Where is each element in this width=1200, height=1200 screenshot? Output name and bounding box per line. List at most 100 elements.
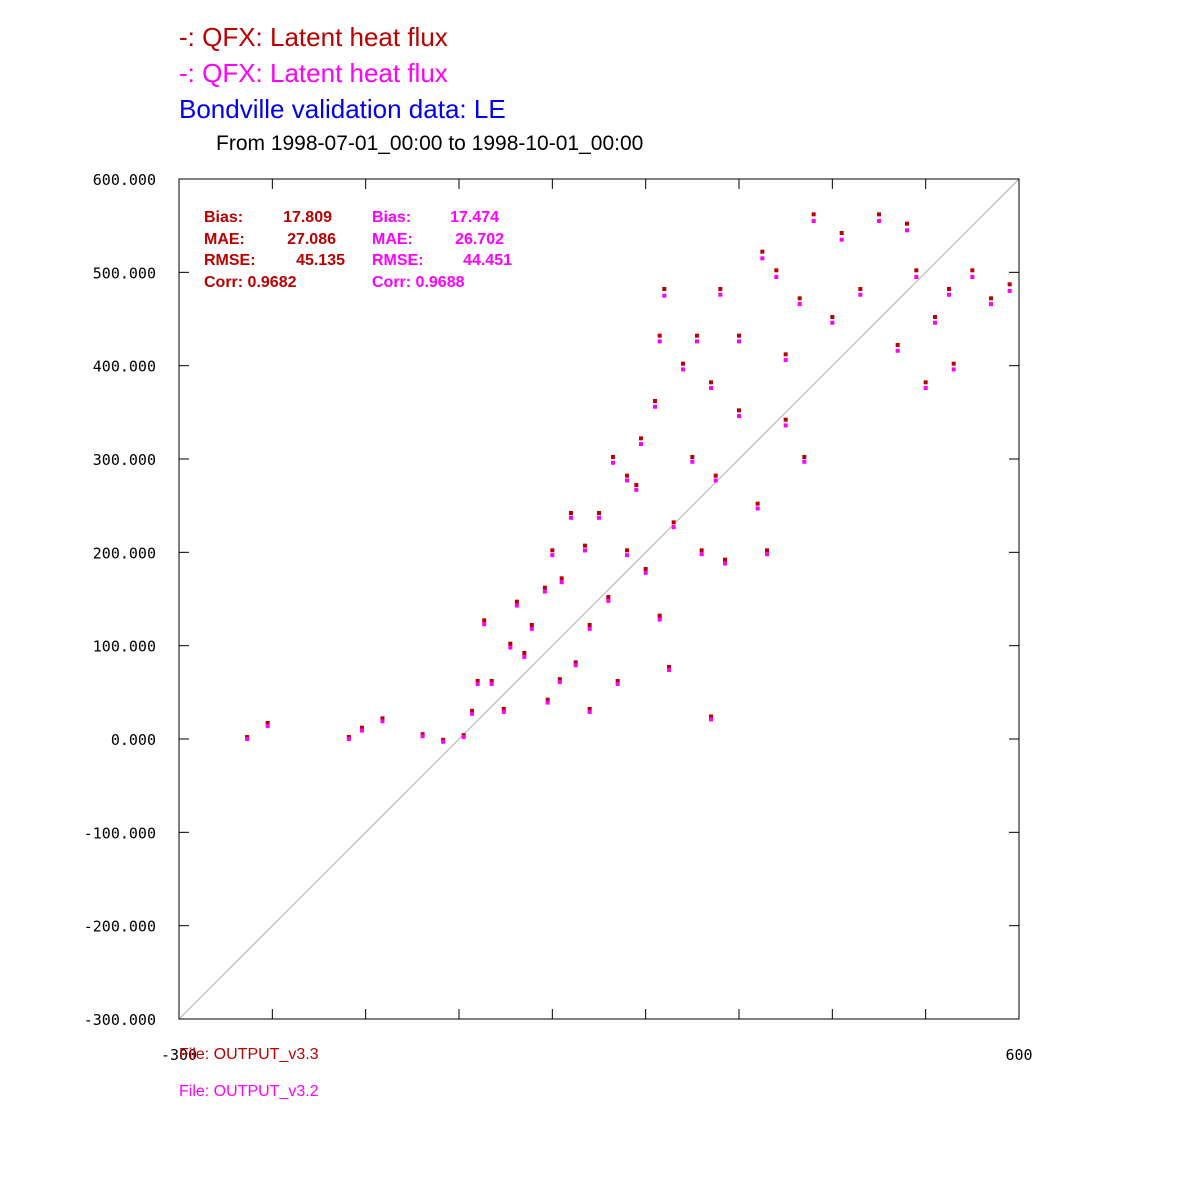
data-point	[713, 478, 718, 483]
y-tick-label: -200.000	[84, 918, 156, 936]
data-point	[475, 679, 480, 683]
file-label-series-1: File: OUTPUT_v3.3	[179, 1046, 319, 1063]
data-point	[839, 237, 844, 242]
data-point	[489, 681, 494, 686]
one-to-one-line	[178, 178, 1020, 1020]
data-point	[695, 339, 699, 344]
data-point	[606, 595, 611, 599]
data-point	[529, 623, 534, 627]
data-point	[811, 212, 816, 217]
series-1-points	[245, 212, 1012, 742]
data-point	[657, 617, 662, 622]
data-point	[657, 339, 662, 344]
title-period: From 1998-07-01_00:00 to 1998-10-01_00:0…	[216, 132, 644, 155]
data-point	[643, 567, 648, 571]
data-point	[737, 333, 741, 338]
data-point	[709, 380, 713, 385]
data-point	[265, 721, 270, 725]
data-point	[667, 667, 671, 672]
data-point	[265, 723, 270, 728]
data-point	[699, 548, 704, 553]
data-point	[713, 473, 718, 478]
data-point	[522, 654, 527, 659]
data-point	[662, 293, 667, 298]
title-series-2: -: QFX: Latent heat flux	[179, 58, 448, 88]
data-point	[774, 275, 779, 279]
data-point	[625, 473, 629, 478]
data-point	[671, 520, 676, 525]
data-point	[597, 511, 601, 515]
data-point	[557, 677, 562, 682]
data-point	[774, 268, 779, 273]
data-point	[923, 380, 928, 385]
data-point	[802, 459, 807, 464]
data-point	[514, 599, 519, 604]
data-point	[709, 386, 713, 391]
data-point	[760, 249, 765, 254]
y-tick-label: 400.000	[93, 358, 156, 376]
stat-bias-label-1: Bias:	[204, 209, 243, 226]
y-tick-label: 300.000	[93, 451, 156, 469]
stat-rmse-label-1: RMSE:	[204, 252, 256, 269]
data-point	[858, 287, 863, 291]
data-point	[615, 681, 620, 686]
data-point	[830, 320, 835, 325]
data-point	[989, 296, 993, 301]
data-point	[905, 221, 909, 226]
stat-rmse-1: 45.135	[296, 252, 345, 269]
data-point	[587, 623, 592, 627]
stats-series-1: Bias: 17.809 MAE: 27.086 RMSE: 45.135 Co…	[204, 209, 345, 291]
data-point	[914, 268, 919, 273]
data-point	[587, 709, 592, 714]
data-point	[1007, 289, 1012, 293]
data-point	[611, 460, 615, 465]
data-point	[681, 367, 685, 372]
title-validation: Bondville validation data: LE	[179, 94, 506, 124]
data-point	[559, 576, 564, 581]
data-point	[681, 361, 685, 366]
data-point	[583, 543, 587, 548]
data-point	[359, 728, 364, 733]
data-point	[933, 315, 937, 319]
data-point	[830, 315, 835, 319]
data-point	[359, 725, 364, 730]
data-point	[557, 680, 562, 685]
data-point	[625, 548, 629, 553]
data-point	[709, 714, 713, 719]
data-point	[653, 404, 657, 409]
x-axis: -300 600	[161, 179, 1033, 1064]
data-point	[639, 436, 643, 441]
data-point	[550, 548, 555, 553]
data-point	[639, 442, 643, 447]
data-point	[951, 367, 956, 372]
data-point	[895, 348, 900, 353]
data-point	[723, 561, 727, 566]
data-point	[634, 487, 639, 492]
data-point	[461, 735, 466, 740]
data-point	[783, 352, 788, 357]
x-tick-label: -300	[161, 1046, 197, 1064]
data-point	[951, 361, 956, 366]
data-point	[947, 287, 951, 291]
data-point	[797, 302, 802, 307]
stat-mae-2: 26.702	[455, 231, 504, 248]
data-point	[634, 483, 639, 487]
data-point	[970, 268, 975, 273]
data-point	[508, 645, 513, 650]
stat-corr-2: Corr: 0.9688	[372, 274, 465, 291]
data-point	[475, 681, 480, 686]
y-tick-label: 600.000	[93, 171, 156, 189]
data-point	[839, 231, 844, 235]
data-point	[508, 641, 513, 646]
data-point	[933, 320, 937, 325]
stat-mae-label-1: MAE:	[204, 231, 245, 248]
data-point	[947, 292, 951, 297]
data-point	[755, 506, 760, 511]
stat-rmse-2: 44.451	[463, 252, 512, 269]
data-point	[989, 302, 993, 307]
data-point	[559, 580, 564, 585]
plot-frame	[178, 178, 1020, 1020]
data-point	[542, 585, 547, 590]
data-point	[569, 511, 573, 515]
